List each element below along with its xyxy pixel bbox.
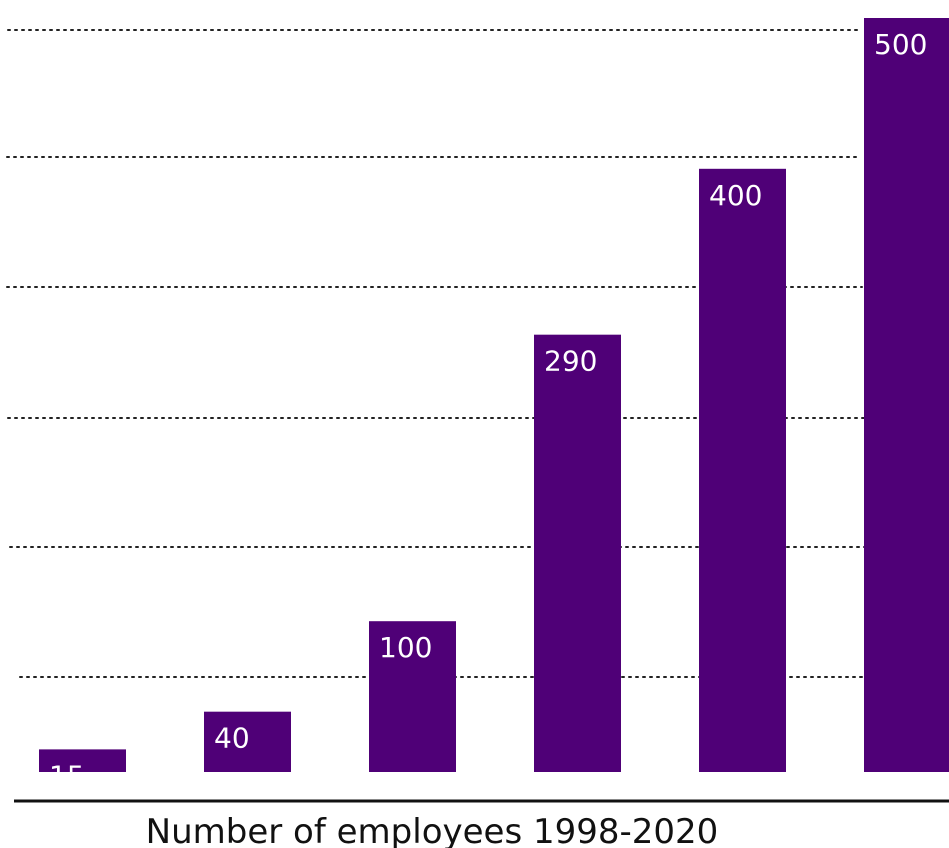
bar-value-label: 15 <box>49 759 85 792</box>
bar-value-label: 40 <box>214 722 250 755</box>
bar-value-label: 400 <box>709 179 762 212</box>
bars <box>39 18 949 773</box>
bar <box>864 18 949 772</box>
bar <box>39 749 126 772</box>
bar <box>369 621 456 772</box>
bar <box>699 168 786 773</box>
data-labels: 15 40 100 290 400 500 <box>49 28 927 792</box>
x-axis-title: Number of employees 1998-2020 <box>146 812 719 848</box>
bar <box>534 334 621 772</box>
bar-value-label: 100 <box>379 631 432 664</box>
bar <box>204 711 291 772</box>
bar-value-label: 290 <box>544 345 597 378</box>
bar-value-label: 500 <box>874 28 927 61</box>
